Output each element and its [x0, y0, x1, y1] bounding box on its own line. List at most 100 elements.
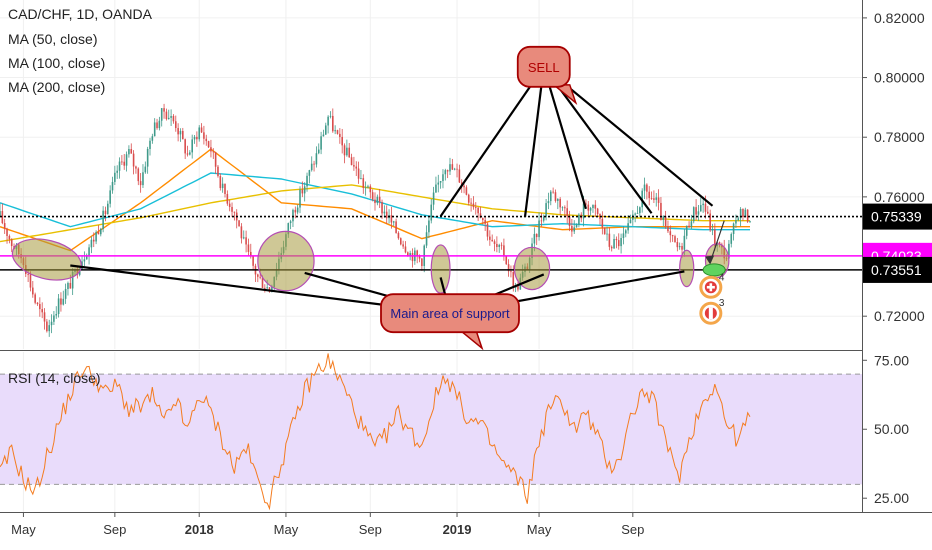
candle-body: [510, 271, 512, 273]
candle-body: [107, 203, 109, 215]
candle-body: [343, 145, 346, 156]
candle-body: [482, 218, 484, 221]
legend-ma-200[interactable]: MA (200, close): [8, 79, 106, 95]
candle-body: [60, 298, 62, 305]
candle-body: [97, 232, 100, 235]
candle-body: [109, 190, 111, 204]
candle-body: [613, 238, 615, 249]
callout-pointer-line: [542, 66, 587, 210]
candle-body: [646, 184, 648, 192]
time-tick-label: May: [274, 522, 299, 537]
candle-body: [671, 235, 674, 237]
candle-body: [346, 147, 348, 156]
ma-line: [0, 184, 750, 243]
candle-body: [592, 204, 594, 209]
candle-body: [589, 208, 592, 211]
candle-body: [714, 229, 716, 246]
candle-body: [116, 170, 118, 173]
candle-body: [735, 220, 737, 224]
candle-body: [53, 315, 55, 322]
candle-body: [160, 108, 163, 121]
callout-box: [380, 293, 520, 334]
time-tick-label: 2019: [443, 522, 472, 537]
candle-body: [472, 203, 475, 208]
legend-ma-100[interactable]: MA (100, close): [8, 55, 106, 71]
candle-body: [158, 120, 161, 129]
candle-body: [636, 213, 639, 214]
candle-body: [587, 204, 590, 211]
candle-body: [578, 214, 580, 225]
candle-body: [207, 141, 210, 148]
candle-body: [182, 130, 184, 140]
candle-body: [685, 225, 688, 236]
callouts: SELL Main area of support: [380, 45, 726, 351]
candle-body: [676, 242, 679, 248]
candle-body: [697, 211, 700, 215]
candle-body: [334, 130, 336, 132]
support-callout: Main area of support: [380, 293, 520, 351]
candle-body: [557, 198, 559, 201]
event-marker: 4: [699, 272, 725, 299]
candle-body: [545, 203, 547, 217]
candle-body: [355, 166, 358, 169]
candle-body: [568, 216, 571, 226]
candle-body: [479, 213, 482, 219]
candle-body: [165, 111, 168, 120]
rsi-band: [0, 373, 862, 485]
event-marker-count: 4: [719, 272, 725, 283]
candle-body: [648, 191, 651, 199]
callout-box: [516, 45, 571, 88]
candle-body: [32, 287, 34, 295]
candle-body: [210, 147, 212, 152]
candle-body: [486, 223, 489, 237]
candle-body: [132, 153, 135, 167]
candle-body: [308, 170, 311, 176]
candle-body: [90, 239, 93, 248]
candle-body: [477, 207, 479, 214]
candle-body: [650, 198, 653, 199]
candle-body: [739, 209, 742, 219]
time-tick-label: May: [527, 522, 552, 537]
candle-body: [554, 192, 557, 201]
callout-pointer-line: [439, 66, 545, 217]
candle-body: [336, 130, 339, 134]
time-axis[interactable]: May Sep 2018 May Sep 2019 May Sep: [11, 512, 644, 537]
candle-body: [702, 203, 704, 206]
candle-body: [219, 176, 222, 189]
candle-body: [327, 116, 329, 126]
candle-body: [575, 224, 578, 228]
candle-body: [657, 197, 660, 203]
candle-body: [125, 154, 128, 166]
candle-body: [357, 168, 360, 179]
candle-body: [444, 170, 447, 175]
candle-body: [303, 186, 306, 194]
candle-body: [746, 209, 749, 222]
candle-body: [453, 168, 456, 170]
candle-body: [561, 207, 564, 209]
rsi-legend[interactable]: RSI (14, close): [8, 370, 101, 386]
candle-body: [381, 202, 383, 214]
candle-body: [228, 203, 231, 207]
candle-body: [214, 152, 217, 167]
price-badge: [863, 203, 932, 230]
time-tick-label: Sep: [103, 522, 126, 537]
candle-body: [238, 220, 240, 227]
candle-body: [707, 211, 709, 214]
candle-body: [392, 221, 395, 223]
candle-body: [233, 211, 236, 213]
candle-body: [198, 127, 201, 140]
candle-body: [111, 181, 114, 191]
candle-body: [662, 216, 665, 221]
candle-body: [503, 245, 505, 257]
candle-body: [643, 184, 646, 191]
candle-body: [622, 233, 625, 238]
candle-body: [430, 204, 433, 221]
candle-body: [296, 207, 299, 213]
candle-body: [247, 244, 250, 252]
candle-body: [409, 253, 411, 257]
candle-body: [533, 233, 536, 244]
legend-ma-50[interactable]: MA (50, close): [8, 31, 98, 47]
candle-body: [432, 192, 435, 205]
candle-body: [484, 220, 486, 224]
